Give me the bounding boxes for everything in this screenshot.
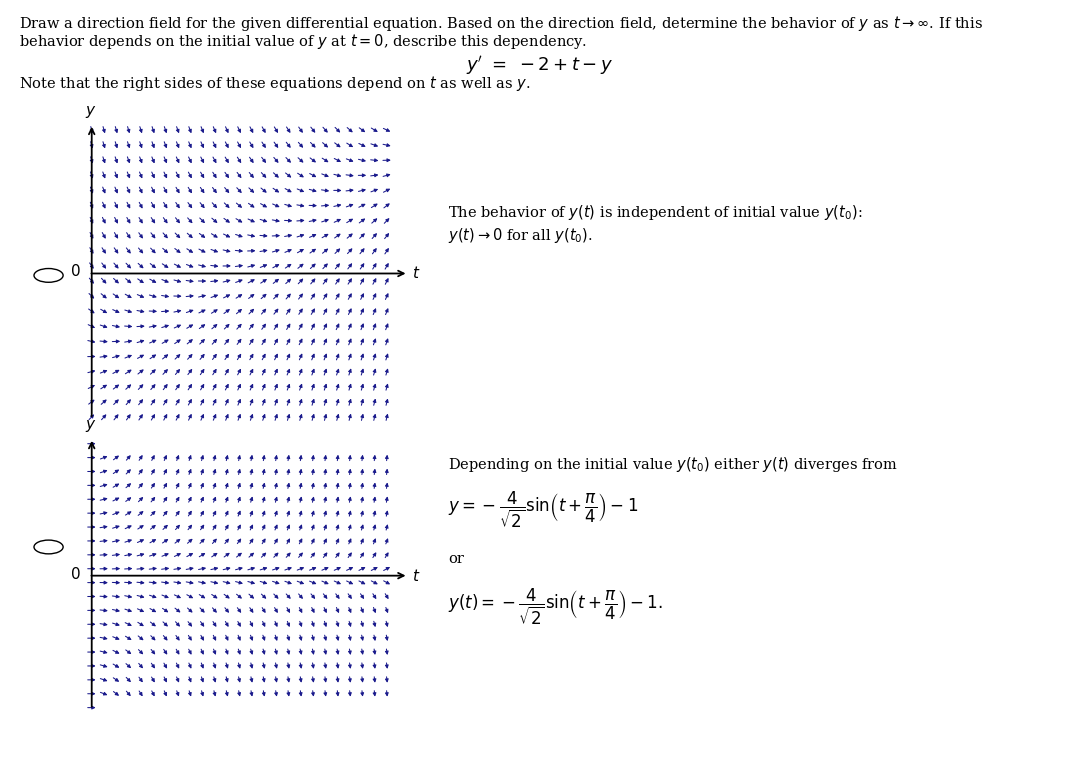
Text: behavior depends on the initial value of $y$ at $t = 0$, describe this dependenc: behavior depends on the initial value of… [19, 32, 588, 51]
Text: $y = -\dfrac{4}{\sqrt{2}}\sin\!\left(t + \dfrac{\pi}{4}\right) - 1$: $y = -\dfrac{4}{\sqrt{2}}\sin\!\left(t +… [448, 490, 638, 530]
Text: $y$: $y$ [84, 418, 96, 435]
Text: $y$: $y$ [84, 104, 96, 120]
Text: Depending on the initial value $y(t_0)$ either $y(t)$ diverges from: Depending on the initial value $y(t_0)$ … [448, 455, 898, 474]
Text: The behavior of $y(t)$ is independent of initial value $y(t_0)$:: The behavior of $y(t)$ is independent of… [448, 203, 862, 222]
Text: $t$: $t$ [411, 568, 420, 584]
Text: $0$: $0$ [70, 566, 81, 581]
Text: $y(t) = -\dfrac{4}{\sqrt{2}}\sin\!\left(t + \dfrac{\pi}{4}\right) - 1.$: $y(t) = -\dfrac{4}{\sqrt{2}}\sin\!\left(… [448, 587, 663, 627]
Text: $y(t) \to 0$ for all $y(t_0)$.: $y(t) \to 0$ for all $y(t_0)$. [448, 226, 592, 245]
Text: or: or [448, 552, 464, 566]
Text: Draw a direction field for the given differential equation. Based on the directi: Draw a direction field for the given dif… [19, 14, 983, 33]
Text: $y^{\prime}\ =\ -2+t-y$: $y^{\prime}\ =\ -2+t-y$ [466, 54, 613, 76]
Text: $0$: $0$ [70, 263, 81, 279]
Text: Note that the right sides of these equations depend on $t$ as well as $y$.: Note that the right sides of these equat… [19, 74, 531, 93]
Text: $t$: $t$ [411, 265, 420, 282]
